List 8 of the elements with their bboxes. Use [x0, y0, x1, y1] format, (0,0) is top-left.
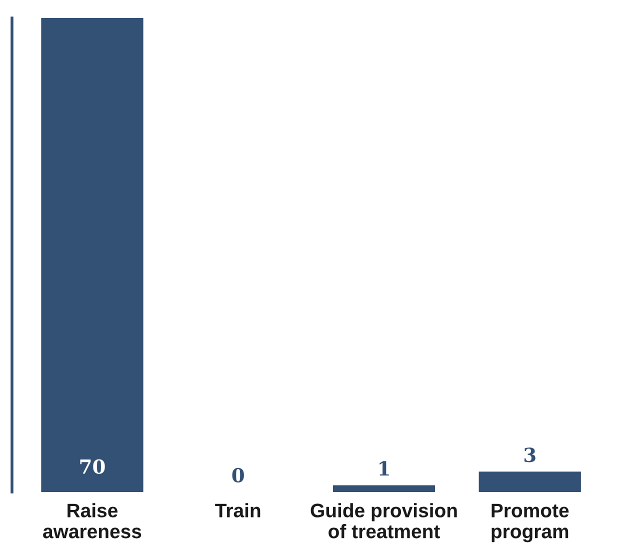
data-label: 70 [80, 459, 105, 474]
data-label: 3 [524, 448, 536, 462]
x-tick-label: Promote program [492, 504, 569, 542]
data-label: 0 [232, 468, 244, 483]
x-tick-label: Train [215, 503, 260, 518]
x-tick-label: Raise awareness [43, 503, 142, 538]
x-tick-label: Guide provision of treatment [310, 503, 457, 538]
data-label: 1 [380, 461, 389, 476]
